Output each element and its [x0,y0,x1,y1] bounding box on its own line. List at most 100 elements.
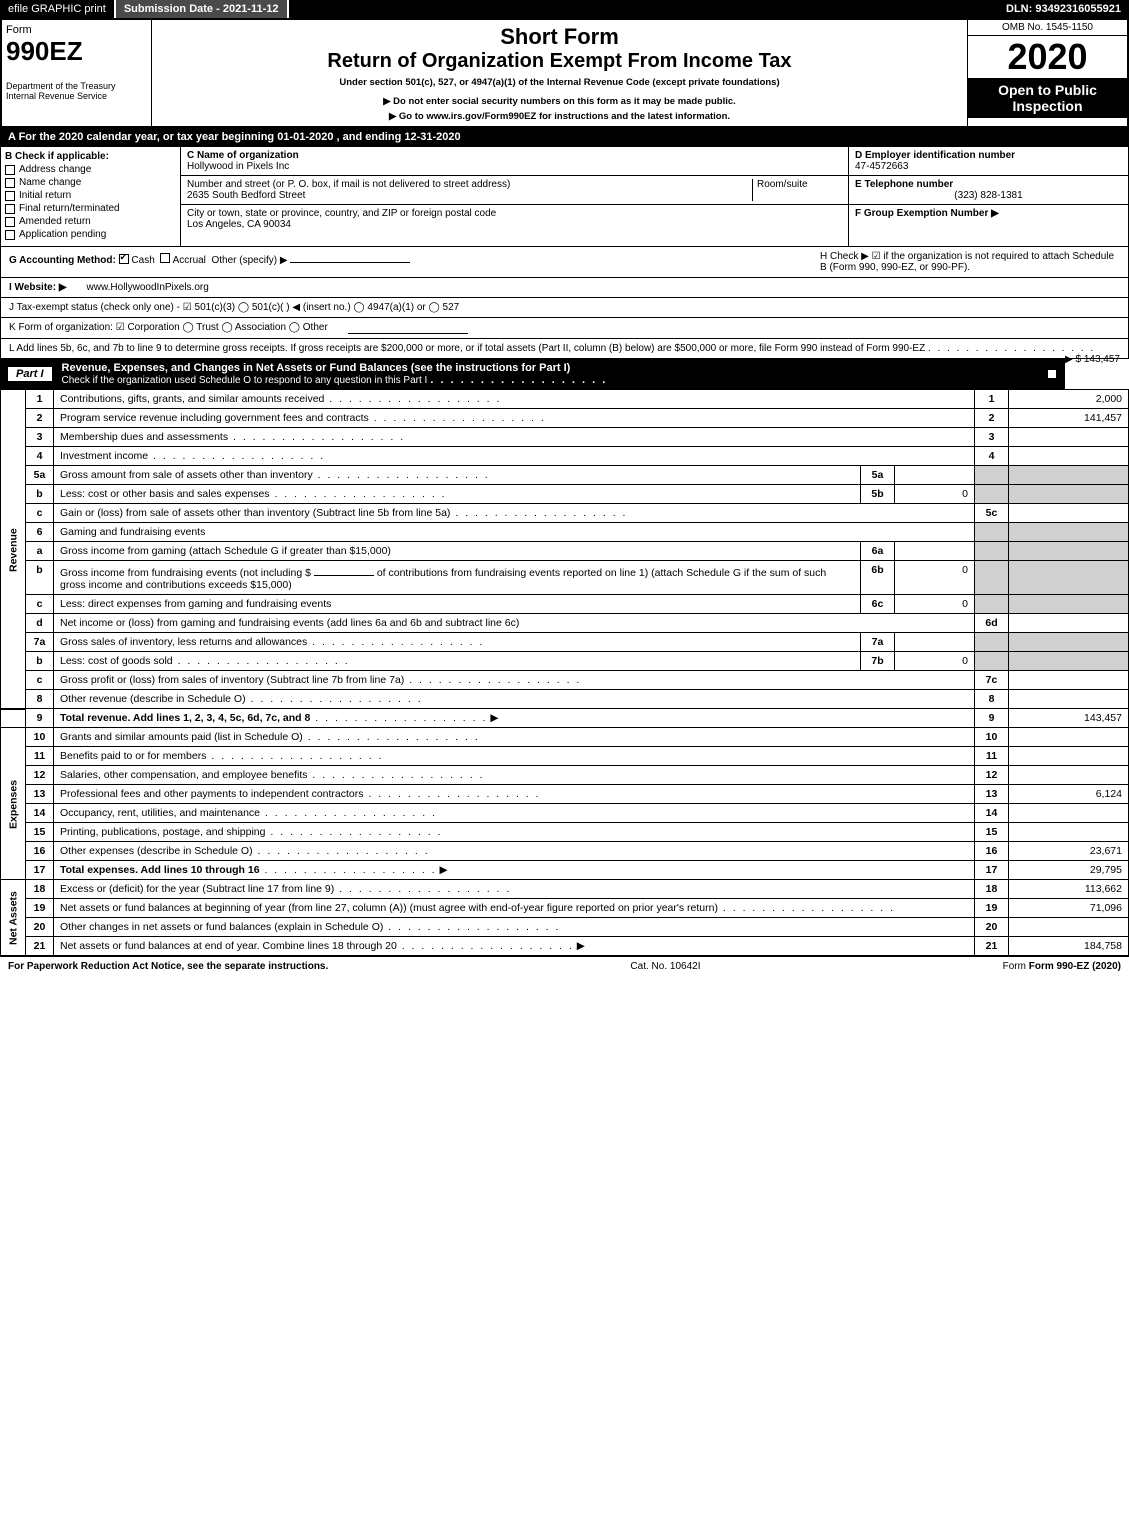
other-specify-input[interactable] [290,251,410,263]
shade-cell [1009,466,1129,485]
check-label: Address change [19,164,91,175]
line-desc: Benefits paid to or for members [60,750,206,762]
info-section: B Check if applicable: Address change Na… [0,146,1129,247]
line-num: b [26,561,54,595]
check-cash[interactable] [119,254,129,264]
check-name-change[interactable]: Name change [5,177,176,188]
line-num: 19 [26,899,54,918]
sub-val: 0 [895,652,975,671]
shade-cell [975,485,1009,504]
line-num: a [26,542,54,561]
l-gross-receipts-row: L Add lines 5b, 6c, and 7b to line 9 to … [0,339,1129,359]
tax-year: 2020 [968,36,1127,78]
dots [364,788,541,800]
i-label: I Website: ▶ [9,282,67,293]
sub-val [895,466,975,485]
check-application-pending[interactable]: Application pending [5,229,176,240]
website-value[interactable]: www.HollywoodInPixels.org [87,282,209,293]
line-idx: 5c [975,504,1009,523]
addr-label: Number and street (or P. O. box, if mail… [187,179,752,190]
form-header-left: Form 990EZ Department of the Treasury In… [2,20,152,126]
shade-cell [975,523,1009,542]
line-val [1009,918,1129,937]
line-num: c [26,671,54,690]
line-num: 12 [26,766,54,785]
cash-label: Cash [131,255,154,266]
l-amount: ▶ $ 143,457 [1065,354,1120,365]
line-val [1009,447,1129,466]
form-ref-value: Form 990-EZ (2020) [1029,961,1121,972]
line-desc: Less: cost or other basis and sales expe… [60,488,270,500]
check-label: Name change [19,177,81,188]
section-b-checks: B Check if applicable: Address change Na… [1,147,181,246]
fundraising-amount-input[interactable] [314,564,374,576]
shade-cell [1009,633,1129,652]
check-address-change[interactable]: Address change [5,164,176,175]
line-desc: Less: cost of goods sold [60,655,173,667]
form-header-right: OMB No. 1545-1150 2020 Open to Public In… [967,20,1127,126]
shade-cell [975,652,1009,671]
line-desc: Gaming and fundraising events [54,523,975,542]
short-form-title: Short Form [160,24,959,50]
line-desc: Grants and similar amounts paid (list in… [60,731,303,743]
k-text: K Form of organization: ☑ Corporation ◯ … [9,322,328,334]
phone-value: (323) 828-1381 [855,190,1122,201]
line-num: 21 [26,937,54,956]
line-idx: 11 [975,747,1009,766]
line-num: b [26,485,54,504]
check-accrual[interactable] [160,253,170,263]
irs-label: Internal Revenue Service [6,91,147,101]
line-num: c [26,504,54,523]
d-ein-label: D Employer identification number [855,150,1122,161]
sub-idx: 5b [861,485,895,504]
submission-date-button[interactable]: Submission Date - 2021-11-12 [116,0,289,18]
sub-idx: 7b [861,652,895,671]
shade-cell [1009,652,1129,671]
line-desc: Investment income [60,450,148,462]
line-val [1009,823,1129,842]
line-idx: 19 [975,899,1009,918]
netassets-side-label: Net Assets [1,880,26,956]
dots [265,826,442,838]
c-name-label: C Name of organization [187,150,842,161]
check-label: Initial return [19,190,71,201]
org-name: Hollywood in Pixels Inc [187,161,842,172]
line-num: 10 [26,728,54,747]
form-ref: Form Form 990-EZ (2020) [1003,961,1121,972]
part1-header: Part I Revenue, Expenses, and Changes in… [0,359,1065,389]
line-idx: 13 [975,785,1009,804]
line-val: 23,671 [1009,842,1129,861]
under-section: Under section 501(c), 527, or 4947(a)(1)… [160,77,959,88]
line-val: 184,758 [1009,937,1129,956]
check-amended-return[interactable]: Amended return [5,216,176,227]
expenses-side-label: Expenses [1,728,26,880]
dots [246,693,423,705]
efile-label[interactable]: efile GRAPHIC print [0,0,116,18]
top-header-bar: efile GRAPHIC print Submission Date - 20… [0,0,1129,18]
pra-notice: For Paperwork Reduction Act Notice, see … [8,961,328,972]
accrual-label: Accrual [173,255,206,266]
line-num: b [26,652,54,671]
dots [718,902,895,914]
check-initial-return[interactable]: Initial return [5,190,176,201]
line-idx: 2 [975,409,1009,428]
sub-val: 0 [895,595,975,614]
dots [303,731,480,743]
line-desc: Contributions, gifts, grants, and simila… [60,393,324,405]
dots [310,712,487,724]
k-other-input[interactable] [348,322,468,334]
shade-cell [975,595,1009,614]
line-idx: 6d [975,614,1009,633]
line-desc: Other expenses (describe in Schedule O) [60,845,253,857]
open-inspection: Open to Public Inspection [968,78,1127,118]
ssn-warning: ▶ Do not enter social security numbers o… [160,96,959,107]
form-number: 990EZ [6,36,147,67]
dots [397,940,574,952]
line-num: 4 [26,447,54,466]
part1-schedule-o-check[interactable] [1047,369,1057,379]
l-text: L Add lines 5b, 6c, and 7b to line 9 to … [9,343,925,354]
goto-link[interactable]: ▶ Go to www.irs.gov/Form990EZ for instru… [160,111,959,122]
check-final-return[interactable]: Final return/terminated [5,203,176,214]
j-text: J Tax-exempt status (check only one) - ☑… [9,302,459,313]
line-desc: Excess or (deficit) for the year (Subtra… [60,883,334,895]
